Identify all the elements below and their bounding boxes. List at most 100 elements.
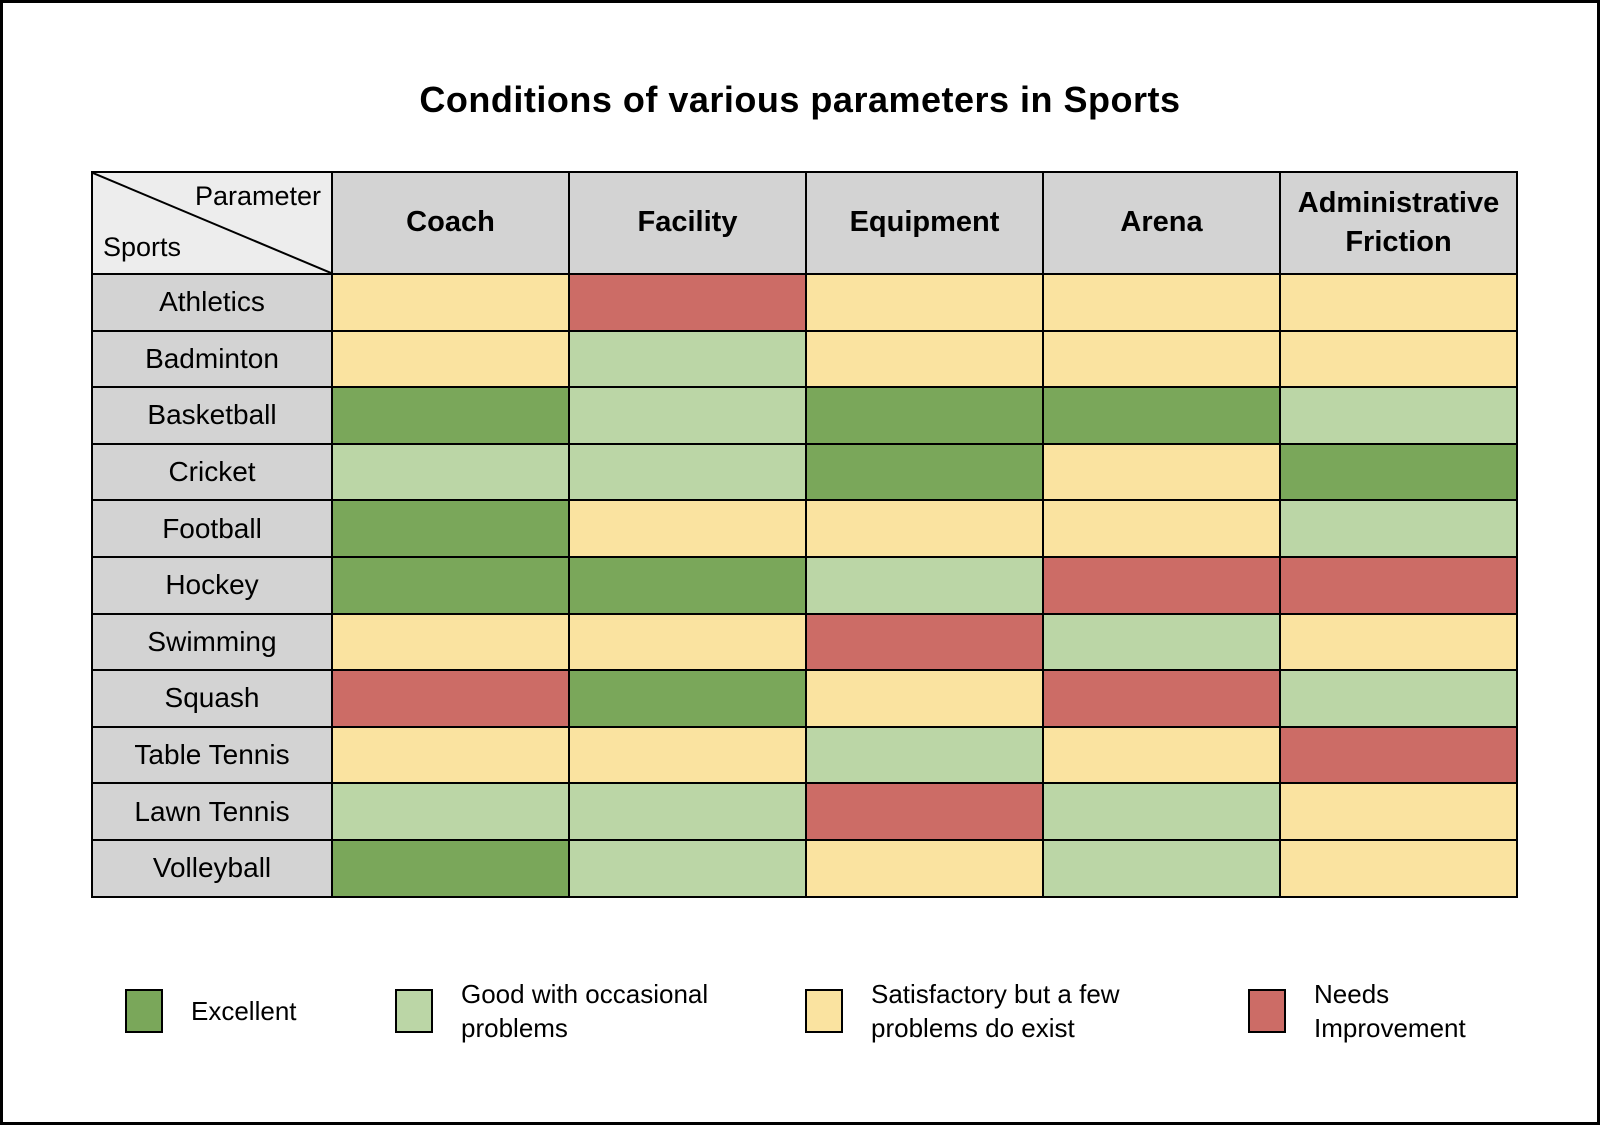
row-label-football: Football	[91, 499, 333, 558]
grid-cell	[1279, 499, 1518, 558]
grid-cell	[568, 782, 807, 841]
legend-swatch-needs_improvement	[1248, 989, 1286, 1033]
grid-cell	[331, 612, 570, 672]
row-label-cricket: Cricket	[91, 442, 333, 502]
grid-cell	[805, 612, 1044, 672]
table-row: Volleyball	[91, 838, 1518, 898]
grid-cell	[1042, 782, 1281, 841]
column-header-arena: Arena	[1042, 171, 1281, 275]
grid-cell	[1042, 555, 1281, 615]
grid-cell	[805, 725, 1044, 785]
table-row: Squash	[91, 669, 1518, 728]
table-row: Lawn Tennis	[91, 782, 1518, 841]
grid-cell	[331, 386, 570, 445]
grid-cell	[1042, 725, 1281, 785]
legend-item-excellent: Excellent	[125, 963, 297, 1059]
grid-cell	[568, 669, 807, 728]
grid-cell	[1279, 725, 1518, 785]
grid-cell	[805, 386, 1044, 445]
grid-cell	[1279, 782, 1518, 841]
grid-cell	[331, 725, 570, 785]
grid-cell	[1042, 499, 1281, 558]
corner-label-sports: Sports	[103, 232, 182, 262]
row-label-badminton: Badminton	[91, 329, 333, 389]
grid-cell	[1042, 273, 1281, 332]
grid-cell	[568, 442, 807, 502]
grid-cell	[331, 329, 570, 389]
row-label-swimming: Swimming	[91, 612, 333, 672]
grid-cell	[568, 329, 807, 389]
corner-diagonal-line	[93, 173, 331, 273]
grid-cell	[1042, 442, 1281, 502]
row-label-lawn-tennis: Lawn Tennis	[91, 782, 333, 841]
grid-cell	[1042, 329, 1281, 389]
grid-cell	[1279, 669, 1518, 728]
legend-label-satisfactory: Satisfactory but a few problems do exist	[871, 979, 1120, 1043]
column-header-coach: Coach	[331, 171, 570, 275]
table-row: Swimming	[91, 612, 1518, 672]
legend-swatch-excellent	[125, 989, 163, 1033]
grid-cell	[331, 555, 570, 615]
grid-cell	[805, 669, 1044, 728]
grid-cell	[331, 499, 570, 558]
grid-cell	[1279, 838, 1518, 898]
row-label-hockey: Hockey	[91, 555, 333, 615]
grid-cell	[568, 273, 807, 332]
grid-cell	[568, 555, 807, 615]
grid-cell	[805, 838, 1044, 898]
legend-label-good: Good with occasional problems	[461, 979, 709, 1043]
row-label-athletics: Athletics	[91, 273, 333, 332]
grid-cell	[1279, 273, 1518, 332]
grid-cell	[805, 782, 1044, 841]
column-header-equipment: Equipment	[805, 171, 1044, 275]
legend-label-excellent: Excellent	[191, 996, 297, 1026]
grid-cell	[568, 838, 807, 898]
legend-item-needs_improvement: Needs Improvement	[1248, 963, 1466, 1059]
row-label-table-tennis: Table Tennis	[91, 725, 333, 785]
page-title: Conditions of various parameters in Spor…	[419, 79, 1181, 120]
column-header-administrative-friction: Administrative Friction	[1279, 171, 1518, 275]
row-label-volleyball: Volleyball	[91, 838, 333, 898]
grid-cell	[331, 838, 570, 898]
grid-cell	[568, 612, 807, 672]
grid-cell	[805, 499, 1044, 558]
grid-cell	[1042, 386, 1281, 445]
row-label-squash: Squash	[91, 669, 333, 728]
grid-cell	[805, 555, 1044, 615]
grid-cell	[805, 329, 1044, 389]
conditions-table: Parameter Sports Coach Facility Equipment A…	[91, 171, 1518, 898]
table-row: Badminton	[91, 329, 1518, 389]
grid-cell	[1279, 612, 1518, 672]
grid-cell	[805, 442, 1044, 502]
table-header-row: Parameter Sports Coach Facility Equipment A…	[91, 171, 1518, 275]
table-row: Basketball	[91, 386, 1518, 445]
grid-cell	[331, 442, 570, 502]
grid-cell	[1279, 329, 1518, 389]
corner-cell: Parameter Sports	[91, 171, 333, 275]
table-row: Cricket	[91, 442, 1518, 502]
legend-swatch-satisfactory	[805, 989, 843, 1033]
grid-cell	[331, 669, 570, 728]
grid-cell	[1042, 838, 1281, 898]
grid-cell	[568, 386, 807, 445]
table-row: Hockey	[91, 555, 1518, 615]
grid-cell	[1042, 612, 1281, 672]
column-header-facility: Facility	[568, 171, 807, 275]
grid-cell	[1279, 386, 1518, 445]
grid-cell	[805, 273, 1044, 332]
grid-cell	[1279, 555, 1518, 615]
table-row: Athletics	[91, 273, 1518, 332]
table-row: Table Tennis	[91, 725, 1518, 785]
legend-swatch-good	[395, 989, 433, 1033]
legend: Excellent Good with occasional problems Sat…	[3, 963, 1597, 1063]
grid-cell	[1279, 442, 1518, 502]
table-row: Football	[91, 499, 1518, 558]
grid-cell	[568, 499, 807, 558]
legend-item-satisfactory: Satisfactory but a few problems do exist	[805, 963, 1120, 1059]
grid-cell	[331, 273, 570, 332]
grid-cell	[1042, 669, 1281, 728]
grid-cell	[568, 725, 807, 785]
legend-label-needs_improvement: Needs Improvement	[1314, 979, 1466, 1043]
corner-label-parameter: Parameter	[194, 181, 321, 211]
